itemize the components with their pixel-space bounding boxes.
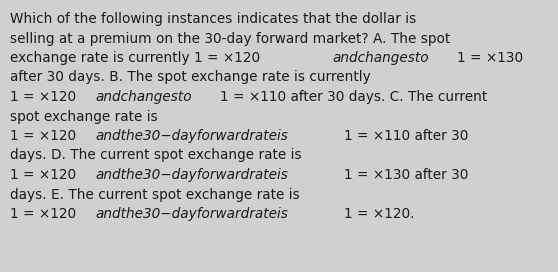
Text: 1 = ×130: 1 = ×130 bbox=[458, 51, 523, 65]
Text: andchangesto: andchangesto bbox=[95, 90, 192, 104]
Text: 1 = ×120: 1 = ×120 bbox=[10, 207, 76, 221]
Text: Which of the following instances indicates that the dollar is: Which of the following instances indicat… bbox=[10, 12, 416, 26]
Text: exchange rate is currently 1 = ×120: exchange rate is currently 1 = ×120 bbox=[10, 51, 260, 65]
Text: andchangesto: andchangesto bbox=[333, 51, 429, 65]
Text: 1 = ×120: 1 = ×120 bbox=[10, 168, 76, 182]
Text: after 30 days. B. The spot exchange rate is currently: after 30 days. B. The spot exchange rate… bbox=[10, 70, 371, 85]
Text: andthe30−dayforwardrateis: andthe30−dayforwardrateis bbox=[95, 129, 288, 143]
Text: days. E. The current spot exchange rate is: days. E. The current spot exchange rate … bbox=[10, 187, 300, 202]
Text: andthe30−dayforwardrateis: andthe30−dayforwardrateis bbox=[95, 168, 288, 182]
Text: andthe30−dayforwardrateis: andthe30−dayforwardrateis bbox=[95, 207, 288, 221]
Text: 1 = ×110 after 30 days. C. The current: 1 = ×110 after 30 days. C. The current bbox=[220, 90, 487, 104]
Text: 1 = ×110 after 30: 1 = ×110 after 30 bbox=[344, 129, 469, 143]
Text: 1 = ×130 after 30: 1 = ×130 after 30 bbox=[344, 168, 469, 182]
Text: days. D. The current spot exchange rate is: days. D. The current spot exchange rate … bbox=[10, 149, 302, 162]
Text: selling at a premium on the 30-day forward market? A. The spot: selling at a premium on the 30-day forwa… bbox=[10, 32, 450, 45]
Text: 1 = ×120: 1 = ×120 bbox=[10, 90, 76, 104]
Text: 1 = ×120.: 1 = ×120. bbox=[344, 207, 415, 221]
Text: 1 = ×120: 1 = ×120 bbox=[10, 129, 76, 143]
Text: spot exchange rate is: spot exchange rate is bbox=[10, 110, 158, 123]
